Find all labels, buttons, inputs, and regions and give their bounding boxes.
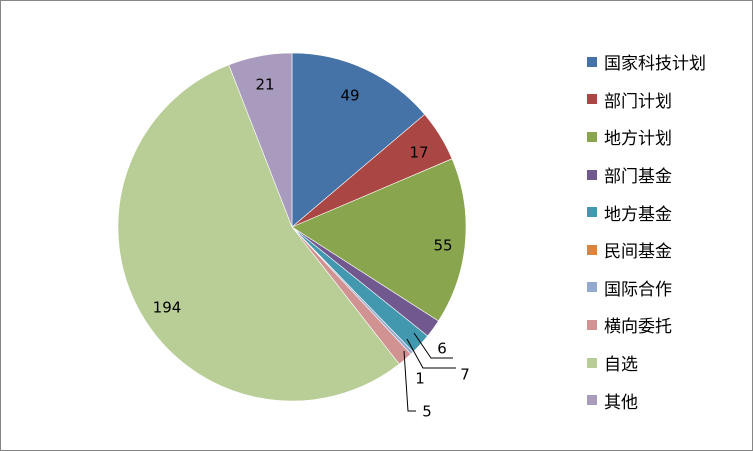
legend-item: 民间基金 (587, 231, 706, 269)
legend-swatch (587, 131, 597, 142)
data-label: 5 (422, 403, 432, 421)
legend-swatch (587, 395, 597, 406)
legend-item: 横向委托 (587, 306, 706, 344)
leader-line (406, 338, 456, 369)
legend-label: 其他 (604, 392, 638, 413)
legend-label: 国家科技计划 (604, 54, 706, 75)
leader-line (413, 332, 453, 359)
legend-item: 部门计划 (587, 81, 706, 119)
legend-item: 国家科技计划 (587, 43, 706, 81)
legend-label: 国际合作 (604, 279, 672, 300)
legend-item: 地方计划 (587, 118, 706, 156)
legend-swatch (587, 56, 597, 67)
legend-swatch (587, 94, 597, 105)
leader-line (403, 350, 416, 412)
data-label: 49 (340, 87, 359, 105)
pie-slice (117, 64, 400, 402)
legend-label: 部门基金 (604, 167, 672, 188)
data-label: 194 (153, 299, 182, 317)
legend-item: 其他 (587, 381, 706, 419)
data-label: 17 (409, 144, 428, 162)
legend-label: 地方计划 (604, 129, 672, 150)
data-label: 55 (433, 237, 452, 255)
legend-item: 国际合作 (587, 269, 706, 307)
legend-label: 自选 (604, 355, 638, 376)
legend-swatch (587, 207, 597, 218)
legend-item: 自选 (587, 344, 706, 382)
legend-item: 部门基金 (587, 156, 706, 194)
legend-label: 部门计划 (604, 91, 672, 112)
legend-label: 横向委托 (604, 317, 672, 338)
data-label: 21 (255, 76, 274, 94)
legend-swatch (587, 169, 597, 180)
pie-slice (291, 52, 426, 228)
legend-item: 地方基金 (587, 193, 706, 231)
pie-slice (291, 158, 467, 322)
legend-label: 民间基金 (604, 242, 672, 263)
legend: 国家科技计划 部门计划地方计划部门基金地方基金民间基金国际合作横向委托自选其他 (587, 43, 706, 419)
data-label: 7 (460, 366, 470, 384)
legend-swatch (587, 282, 597, 293)
legend-swatch (587, 357, 597, 368)
pie-slice (228, 52, 293, 228)
legend-swatch (587, 244, 597, 255)
data-label: 6 (437, 340, 447, 358)
data-label: 1 (415, 370, 425, 388)
legend-label: 地方基金 (604, 204, 672, 225)
legend-swatch (587, 319, 597, 330)
